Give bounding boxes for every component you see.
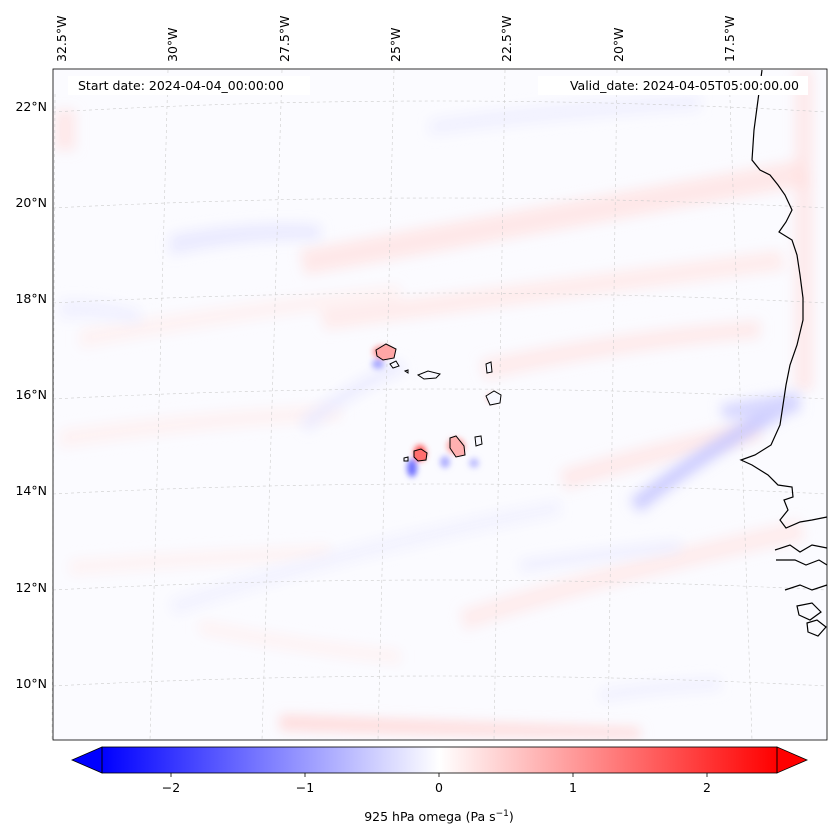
lat-label: 22°N	[15, 99, 47, 114]
colorbar-gradient	[102, 747, 777, 773]
colorbar-tick-label: 1	[569, 780, 577, 795]
negative-bands	[60, 95, 800, 702]
positive-bands	[55, 70, 813, 738]
valid-date-box	[538, 76, 808, 95]
omega-field	[55, 70, 813, 738]
lat-label: 16°N	[15, 387, 47, 402]
colorbar-title-close: )	[509, 809, 514, 824]
colorbar-title-sup: −1	[496, 809, 509, 819]
lon-label: 27.5°W	[277, 16, 292, 62]
colorbar-title-main: 925 hPa omega (Pa s	[364, 809, 495, 824]
coastlines	[739, 69, 828, 637]
island-sao-vicente	[389, 360, 400, 369]
island-fogo	[413, 448, 428, 462]
lon-label: 25°W	[388, 27, 403, 62]
colorbar-tick-label: 0	[435, 780, 443, 795]
island-santiago	[449, 435, 466, 458]
lat-label: 14°N	[15, 483, 47, 498]
cape-verde-islands	[375, 343, 502, 462]
map-area: Start date: 2024-04-04_00:00:00 Valid_da…	[51, 68, 828, 741]
colorbar-ticks	[170, 773, 708, 777]
africa-coastline	[739, 69, 828, 529]
colorbar-tick-label: 2	[703, 780, 711, 795]
lat-label: 12°N	[15, 580, 47, 595]
latitude-labels: 22°N 20°N 18°N 16°N 14°N 12°N 10°N	[15, 99, 47, 691]
start-date-box	[68, 76, 310, 95]
valid-date-label: Valid_date: 2024-04-05T05:00:00.00	[570, 78, 799, 93]
lon-label: 30°W	[165, 27, 180, 62]
lon-label: 32.5°W	[54, 16, 69, 62]
lat-label: 20°N	[15, 195, 47, 210]
island-sal	[485, 361, 493, 374]
graticule	[51, 69, 828, 741]
lon-label: 22.5°W	[499, 16, 514, 62]
colorbar-min-extend	[70, 746, 103, 774]
island-santo-antao	[375, 343, 397, 361]
colorbar-tick-label: −1	[296, 780, 314, 795]
island-brava	[403, 456, 409, 462]
island-maio	[474, 435, 483, 447]
longitude-labels: 32.5°W 30°W 27.5°W 25°W 22.5°W 20°W 17.5…	[54, 16, 737, 62]
island-santa-luzia	[403, 369, 409, 374]
map-background	[53, 69, 827, 740]
colorbar-tick-labels: −2 −1 0 1 2	[162, 780, 711, 795]
lon-label: 17.5°W	[722, 16, 737, 62]
colorbar-title: 925 hPa omega (Pa s−1)	[364, 809, 514, 824]
lat-label: 18°N	[15, 291, 47, 306]
island-boa-vista	[485, 390, 502, 406]
map-frame	[52, 68, 828, 741]
colorbar: −2 −1 0 1 2 925 hPa omega (Pa s−1)	[70, 746, 809, 824]
lat-label: 10°N	[15, 676, 47, 691]
start-date-label: Start date: 2024-04-04_00:00:00	[78, 78, 284, 93]
island-sao-nicolau	[416, 370, 441, 380]
colorbar-max-extend	[776, 746, 809, 774]
colorbar-tick-label: −2	[162, 780, 180, 795]
colorbar-frame	[101, 746, 778, 774]
lon-label: 20°W	[611, 27, 626, 62]
